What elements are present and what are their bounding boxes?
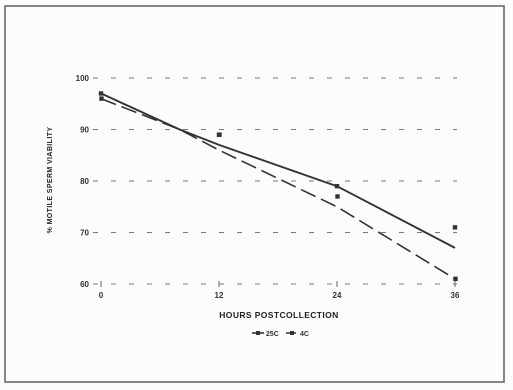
y-tick-label-80: 80	[80, 177, 89, 186]
series-line-4C	[100, 97, 456, 280]
x-axis-label: HOURS POSTCOLLECTION	[219, 310, 338, 320]
chart-frame	[4, 5, 505, 383]
series-line-25C	[100, 92, 456, 249]
y-tick-label-70: 70	[80, 229, 89, 238]
legend-marker-4C	[290, 331, 294, 335]
series-lines	[100, 92, 456, 280]
y-tick-label-100: 100	[76, 74, 90, 83]
x-tick-label-12: 12	[215, 291, 224, 300]
series-markers	[98, 91, 458, 282]
y-axis-label: % MOTILE SPERM VIABILITY	[47, 127, 54, 234]
legend-label-4C: 4C	[300, 331, 309, 338]
x-tick-labels: 0 12 24 36	[99, 281, 460, 300]
legend-marker-25C	[256, 331, 260, 335]
y-tick-label-60: 60	[80, 280, 89, 289]
data-point-4C-12	[217, 132, 222, 137]
data-point-25C-24	[334, 183, 340, 189]
legend: 25C 4C	[252, 331, 309, 338]
y-tick-label-90: 90	[80, 126, 89, 135]
gridlines	[93, 77, 457, 285]
data-point-25C-0	[98, 91, 104, 96]
x-tick-label-0: 0	[99, 291, 104, 300]
data-point-25C-36	[452, 225, 458, 230]
x-tick-label-36: 36	[451, 291, 460, 300]
data-point-4C-36	[453, 276, 458, 282]
x-tick-label-24: 24	[333, 291, 342, 300]
data-point-4C-0	[99, 96, 104, 101]
legend-label-25C: 25C	[266, 331, 279, 338]
y-tick-labels: 100 90 80 70 60	[76, 74, 90, 289]
data-point-4C-24	[335, 194, 340, 199]
